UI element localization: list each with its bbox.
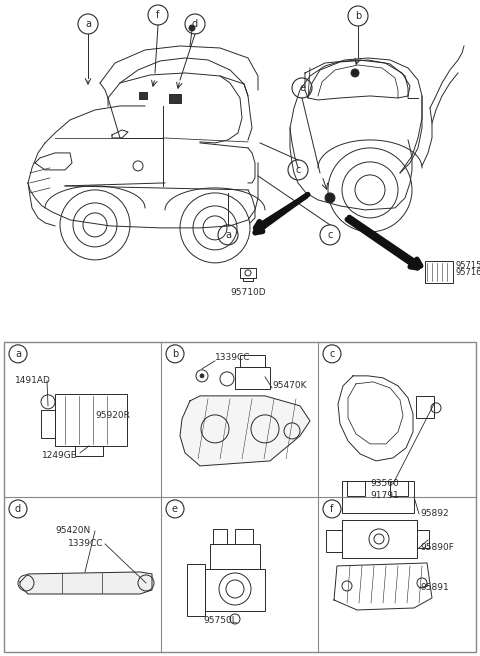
Text: 1339CC: 1339CC (68, 539, 104, 548)
Polygon shape (180, 396, 310, 466)
Bar (342, 481, 414, 513)
Bar (75, 446, 103, 456)
Text: d: d (192, 19, 198, 29)
Text: a: a (225, 230, 231, 240)
Bar (139, 92, 147, 99)
Bar (390, 481, 408, 496)
Text: 1249GE: 1249GE (42, 451, 77, 461)
Text: 95892: 95892 (420, 510, 449, 518)
Text: c: c (327, 230, 333, 240)
Bar (213, 529, 227, 544)
Text: 95470K: 95470K (272, 381, 307, 390)
Bar (55, 394, 127, 446)
Bar (347, 481, 365, 496)
Bar (243, 278, 253, 281)
Bar (210, 544, 260, 569)
Text: 95420N: 95420N (55, 526, 90, 535)
Text: e: e (299, 83, 305, 93)
Text: a: a (85, 19, 91, 29)
Circle shape (189, 25, 195, 31)
Text: 95710D: 95710D (230, 288, 266, 297)
Text: b: b (355, 11, 361, 21)
Bar (187, 564, 205, 616)
Text: 93560: 93560 (370, 480, 399, 489)
Text: 95890F: 95890F (420, 543, 454, 552)
Text: 95715A: 95715A (455, 261, 480, 270)
Circle shape (325, 193, 335, 203)
Text: d: d (15, 504, 21, 514)
Text: 91791: 91791 (370, 491, 399, 501)
Text: 1339CC: 1339CC (215, 354, 251, 362)
Bar (425, 261, 453, 283)
Text: a: a (15, 349, 21, 359)
Polygon shape (20, 572, 152, 594)
Bar (240, 268, 256, 278)
Text: 95891: 95891 (420, 583, 449, 592)
Text: 95920R: 95920R (95, 411, 130, 420)
Bar (240, 355, 265, 367)
Bar (326, 530, 342, 552)
Text: 95716A: 95716A (455, 268, 480, 277)
Bar (235, 367, 270, 389)
Bar (41, 410, 55, 438)
Bar (169, 94, 181, 103)
Text: f: f (330, 504, 334, 514)
Text: b: b (172, 349, 178, 359)
Text: f: f (156, 10, 160, 20)
Text: c: c (295, 165, 300, 175)
Bar (417, 530, 429, 548)
Bar (416, 396, 434, 418)
Text: 1491AD: 1491AD (15, 377, 51, 385)
Circle shape (200, 374, 204, 378)
Bar (205, 569, 265, 611)
Bar (342, 520, 417, 558)
Circle shape (351, 69, 359, 77)
Text: c: c (329, 349, 335, 359)
Text: 95750L: 95750L (203, 617, 237, 625)
Text: e: e (172, 504, 178, 514)
Bar (235, 529, 253, 544)
